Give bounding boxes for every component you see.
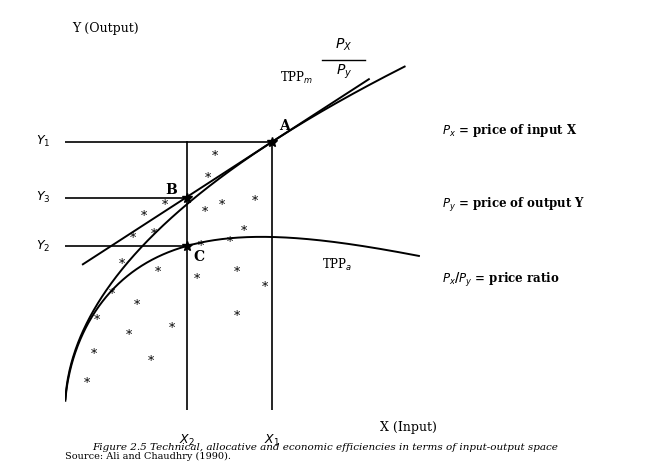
Text: $P_X$: $P_X$ bbox=[335, 36, 352, 53]
Text: $X_1$: $X_1$ bbox=[265, 432, 280, 447]
Text: $Y_2$: $Y_2$ bbox=[36, 239, 51, 254]
Text: Y (Output): Y (Output) bbox=[72, 22, 139, 35]
Text: *: * bbox=[151, 228, 157, 241]
Text: *: * bbox=[130, 232, 136, 245]
Text: *: * bbox=[162, 199, 168, 212]
Text: *: * bbox=[83, 377, 90, 391]
Text: *: * bbox=[133, 299, 140, 312]
Text: *: * bbox=[194, 273, 200, 286]
Text: TPP$_a$: TPP$_a$ bbox=[322, 256, 353, 273]
Text: *: * bbox=[198, 240, 204, 253]
Text: $P_x$/$P_y$ = price ratio: $P_x$/$P_y$ = price ratio bbox=[442, 271, 560, 288]
Text: *: * bbox=[169, 322, 176, 335]
Text: $X_2$: $X_2$ bbox=[179, 432, 194, 447]
Text: Source: Ali and Chaudhry (1990).: Source: Ali and Chaudhry (1990). bbox=[65, 452, 231, 461]
Text: *: * bbox=[262, 281, 268, 294]
Text: *: * bbox=[155, 266, 161, 279]
Text: $P_y$ = price of output Y: $P_y$ = price of output Y bbox=[442, 196, 586, 214]
Text: X (Input): X (Input) bbox=[380, 421, 437, 434]
Text: TPP$_m$: TPP$_m$ bbox=[280, 70, 313, 86]
Text: $Y_1$: $Y_1$ bbox=[36, 134, 51, 149]
Text: *: * bbox=[202, 206, 207, 219]
Text: *: * bbox=[205, 172, 211, 185]
Text: *: * bbox=[140, 210, 147, 223]
Text: Figure 2.5 Technical, allocative and economic efficiencies in terms of input-out: Figure 2.5 Technical, allocative and eco… bbox=[92, 443, 558, 452]
Text: $P_x$ = price of input X: $P_x$ = price of input X bbox=[442, 122, 577, 139]
Text: *: * bbox=[109, 288, 114, 301]
Text: *: * bbox=[119, 258, 125, 271]
Text: $P_y$: $P_y$ bbox=[336, 62, 352, 81]
Text: *: * bbox=[148, 355, 154, 368]
Text: A: A bbox=[280, 119, 291, 133]
Text: *: * bbox=[212, 150, 218, 163]
Text: *: * bbox=[94, 314, 100, 327]
Text: B: B bbox=[165, 183, 177, 197]
Text: *: * bbox=[90, 348, 97, 361]
Text: *: * bbox=[233, 310, 240, 323]
Text: *: * bbox=[126, 329, 133, 342]
Text: *: * bbox=[233, 266, 240, 279]
Text: C: C bbox=[194, 250, 205, 264]
Text: $Y_3$: $Y_3$ bbox=[36, 190, 51, 205]
Text: *: * bbox=[252, 195, 257, 208]
Text: *: * bbox=[219, 199, 226, 212]
Text: *: * bbox=[226, 236, 233, 249]
Text: *: * bbox=[240, 225, 247, 238]
